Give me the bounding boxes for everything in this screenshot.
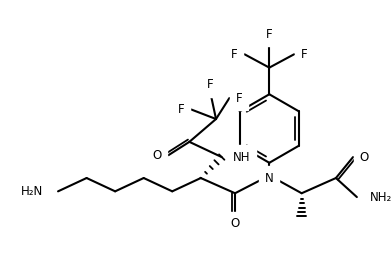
Text: H₂N: H₂N <box>20 185 43 198</box>
Text: O: O <box>230 217 240 230</box>
Text: F: F <box>207 78 214 91</box>
Text: NH₂: NH₂ <box>370 190 392 203</box>
Text: O: O <box>360 151 369 163</box>
Text: F: F <box>178 103 185 116</box>
Text: F: F <box>231 48 238 61</box>
Text: N: N <box>265 172 274 185</box>
Text: F: F <box>301 48 307 61</box>
Text: NH: NH <box>233 151 250 163</box>
Text: F: F <box>236 91 243 105</box>
Text: O: O <box>152 149 162 162</box>
Text: F: F <box>266 28 272 41</box>
